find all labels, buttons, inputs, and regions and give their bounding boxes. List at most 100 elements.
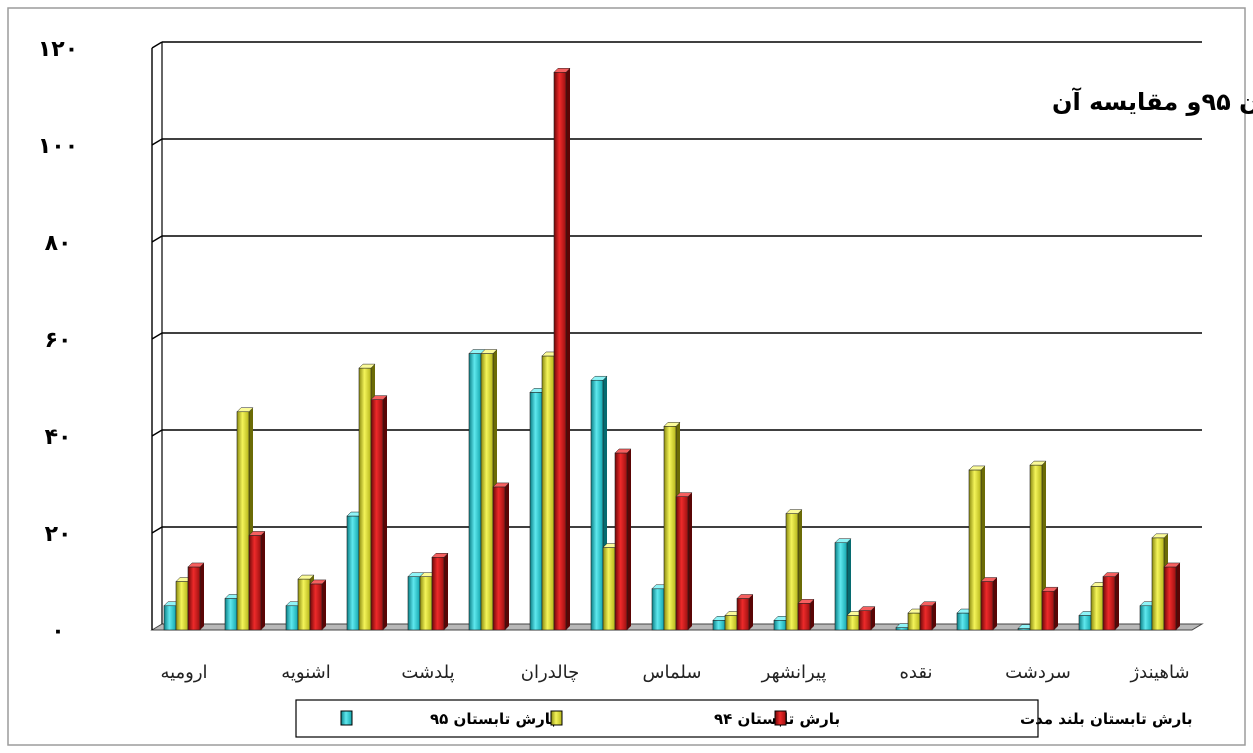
bar-front bbox=[358, 367, 372, 631]
bar-front bbox=[724, 615, 738, 631]
gridline-depth bbox=[151, 526, 163, 534]
bar bbox=[614, 448, 632, 631]
legend-label: بارش تابستان ۹۵ bbox=[430, 710, 556, 728]
bar-top bbox=[980, 577, 998, 582]
bar-front bbox=[907, 612, 921, 631]
bar-top bbox=[675, 492, 693, 497]
bar-side bbox=[688, 492, 692, 630]
bar-top bbox=[614, 448, 632, 454]
bar-side bbox=[1042, 461, 1046, 630]
bar-front bbox=[431, 556, 445, 631]
bar-top bbox=[480, 349, 498, 354]
bar bbox=[431, 553, 449, 631]
bar-side bbox=[444, 553, 448, 630]
bar-side bbox=[749, 594, 753, 630]
bar-top bbox=[785, 509, 803, 514]
bar-front bbox=[285, 605, 299, 631]
bar-top bbox=[187, 562, 205, 568]
bar-front bbox=[236, 411, 250, 631]
gridline-depth bbox=[151, 138, 163, 146]
bar-front bbox=[346, 515, 360, 631]
bar-front bbox=[895, 627, 909, 631]
bar-top bbox=[297, 574, 315, 580]
bar bbox=[492, 482, 510, 631]
x-tick-label: شاهیندژ bbox=[1129, 662, 1189, 683]
bar-top bbox=[797, 599, 815, 604]
bar bbox=[1163, 562, 1181, 631]
bar bbox=[1102, 572, 1120, 631]
bar bbox=[663, 422, 681, 631]
bar bbox=[187, 562, 205, 631]
bar bbox=[980, 577, 998, 631]
gridline-depth bbox=[151, 332, 163, 340]
bar-front bbox=[187, 566, 201, 631]
bar-top bbox=[1163, 562, 1181, 568]
bar-front bbox=[175, 581, 189, 631]
bar-side bbox=[1054, 587, 1058, 630]
bar bbox=[919, 601, 937, 631]
bar-top bbox=[590, 375, 608, 381]
gridline-depth bbox=[151, 41, 163, 49]
bar-front bbox=[1139, 605, 1153, 631]
legend-swatch bbox=[550, 710, 563, 726]
y-tick-label: ۴۰ bbox=[45, 425, 72, 450]
bar-front bbox=[224, 598, 238, 631]
bar bbox=[736, 594, 754, 631]
bar-front bbox=[846, 615, 860, 631]
bar-front bbox=[407, 576, 421, 631]
bar-front bbox=[309, 583, 323, 631]
legend: بارش تابستان ۹۵ بارش تابستان ۹۴ بارش تابست… bbox=[295, 699, 1193, 738]
bar bbox=[370, 395, 388, 631]
bar-front bbox=[675, 496, 689, 631]
bar-top bbox=[736, 594, 754, 599]
x-tick-layer: ارومیه اشنویه پلدشت چالدران سلماس پیرانشهر نقد… bbox=[160, 662, 1189, 683]
bar-top bbox=[431, 553, 449, 558]
y-tick-label: ۸۰ bbox=[45, 231, 72, 256]
bar bbox=[248, 531, 266, 631]
bar-top bbox=[1041, 586, 1059, 592]
bar-front bbox=[529, 392, 543, 631]
bar-front bbox=[712, 619, 726, 631]
bar bbox=[968, 465, 986, 631]
bar-side bbox=[261, 531, 265, 630]
x-tick-label: سلماس bbox=[643, 662, 702, 683]
bar-top bbox=[492, 482, 510, 488]
bar-front bbox=[614, 452, 628, 631]
x-tick-label: پلدشت bbox=[401, 662, 454, 683]
bar-front bbox=[834, 542, 848, 631]
bar-front bbox=[797, 603, 811, 631]
bar-front bbox=[248, 535, 262, 631]
bar-front bbox=[1029, 464, 1043, 631]
legend-box bbox=[295, 699, 1039, 738]
x-tick-label: پیرانشهر bbox=[761, 662, 827, 683]
bar-front bbox=[736, 598, 750, 631]
bar bbox=[797, 599, 815, 631]
bar-top bbox=[919, 601, 937, 606]
bar-side bbox=[627, 448, 631, 630]
bar-front bbox=[663, 425, 677, 631]
bar-front bbox=[553, 71, 567, 631]
bar-top bbox=[1029, 460, 1047, 466]
bar-front bbox=[297, 578, 311, 631]
bar-side bbox=[505, 482, 509, 630]
bar-top bbox=[553, 68, 571, 73]
bar-front bbox=[492, 486, 506, 631]
bar-front bbox=[785, 513, 799, 631]
bar-side bbox=[200, 562, 204, 630]
y-tick-layer: ۰ ۲۰ ۴۰ ۶۰ ۸۰ ۱۰۰ ۱۲۰ bbox=[38, 37, 78, 644]
bar-front bbox=[1090, 586, 1104, 631]
bar-front bbox=[1078, 615, 1092, 631]
bar bbox=[858, 606, 876, 631]
x-tick-label: نقده bbox=[900, 662, 933, 683]
legend-swatch bbox=[340, 710, 353, 726]
bar-top bbox=[1102, 572, 1120, 577]
bar-top bbox=[968, 465, 986, 471]
bar-front bbox=[370, 399, 384, 631]
bar bbox=[834, 538, 852, 631]
gridline-depth bbox=[151, 429, 163, 437]
bar-top bbox=[309, 579, 327, 585]
bar-side bbox=[1115, 572, 1119, 630]
bar bbox=[1029, 460, 1047, 631]
bar-top bbox=[370, 395, 388, 400]
